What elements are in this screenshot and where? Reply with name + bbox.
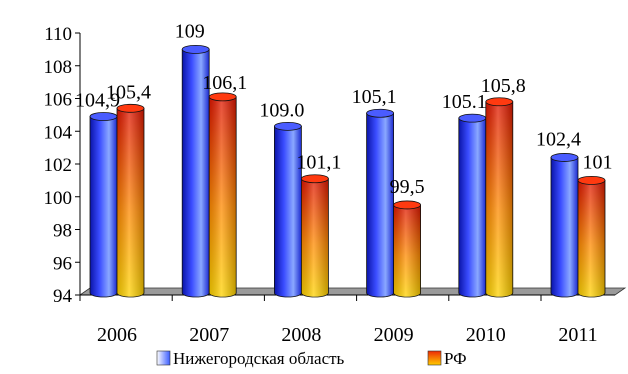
data-label: 105.1 — [442, 91, 487, 113]
bar-top — [577, 175, 606, 185]
x-tick-label: 2007 — [189, 324, 229, 346]
category-axis-labels: 2006 2007 2008 2009 2010 2011 — [97, 324, 598, 346]
bar-top — [89, 112, 118, 121]
legend-label-series-2: РФ — [444, 349, 467, 368]
y-tick-label: 94 — [53, 286, 73, 307]
x-tick-label: 2009 — [374, 324, 414, 346]
data-label: 101,1 — [296, 152, 341, 174]
bar-series-1-2007 — [181, 44, 210, 298]
bar-shading — [578, 180, 605, 297]
data-label: 105,1 — [352, 86, 397, 108]
data-label: 99,5 — [390, 176, 425, 198]
bar-series-2-2009 — [393, 200, 422, 298]
data-label: 109.0 — [259, 99, 304, 121]
bar-body — [550, 157, 579, 298]
legend-swatch-series-1 — [156, 350, 171, 366]
data-label: 106,1 — [202, 72, 247, 94]
bar-top — [273, 121, 302, 131]
data-label: 104,9 — [75, 90, 120, 112]
bar-top — [300, 174, 329, 184]
y-tick-label: 98 — [53, 221, 72, 242]
y-tick-label: 102 — [44, 155, 73, 176]
bar-top — [208, 92, 237, 102]
bar-shading — [209, 96, 237, 297]
bar-series-2-2007 — [208, 92, 237, 298]
bar-series-2-2008 — [300, 174, 329, 298]
bar-series-1-2010 — [458, 113, 487, 298]
bar-body — [89, 116, 118, 298]
bar-top — [116, 103, 145, 113]
bar-top — [550, 153, 579, 162]
x-tick-label: 2011 — [558, 324, 597, 346]
bar-series-2-2011 — [577, 175, 606, 298]
bar-series-1-2006 — [89, 112, 118, 298]
x-tick-label: 2006 — [97, 324, 137, 346]
y-tick-label: 108 — [44, 57, 73, 78]
bar-shading — [485, 101, 513, 298]
bar-series-2-2010 — [485, 97, 514, 298]
bar-shading — [117, 108, 144, 297]
y-tick-label: 106 — [44, 90, 73, 111]
bar-series-2-2006 — [116, 103, 145, 298]
x-tick-label: 2010 — [466, 324, 506, 346]
bar-series-1-2011 — [550, 153, 579, 298]
y-tick-label: 100 — [44, 188, 73, 209]
data-label: 105,8 — [481, 75, 526, 97]
axis-layer: 94 96 98 100 102 104 106 108 110 — [44, 24, 81, 307]
bar-series-1-2009 — [366, 108, 395, 298]
bars-layer — [89, 44, 606, 298]
legend-swatch-series-2 — [427, 350, 442, 366]
data-label: 105,4 — [106, 81, 151, 103]
legend-label-series-1: Нижегородская область — [173, 349, 345, 368]
chart-floor — [78, 287, 627, 301]
bar-series-1-2008 — [273, 121, 302, 298]
y-tick-label: 96 — [53, 253, 72, 274]
bar-body — [458, 117, 487, 298]
legend: Нижегородская область РФ — [156, 349, 467, 368]
bar-shading — [301, 178, 329, 297]
data-label: 102,4 — [536, 128, 581, 150]
floor-top — [78, 287, 627, 296]
x-tick-label: 2008 — [281, 324, 321, 346]
data-label: 109 — [175, 20, 205, 42]
bar-top — [485, 97, 514, 107]
bar-top — [393, 200, 422, 210]
bar-top — [458, 113, 487, 123]
data-label: 101 — [583, 151, 613, 173]
y-tick-label: 104 — [44, 122, 73, 143]
bar-shading — [393, 204, 421, 297]
bar-body — [366, 112, 394, 298]
y-tick-label: 110 — [44, 24, 72, 45]
bar-top — [181, 44, 210, 54]
bar-top — [366, 108, 395, 118]
